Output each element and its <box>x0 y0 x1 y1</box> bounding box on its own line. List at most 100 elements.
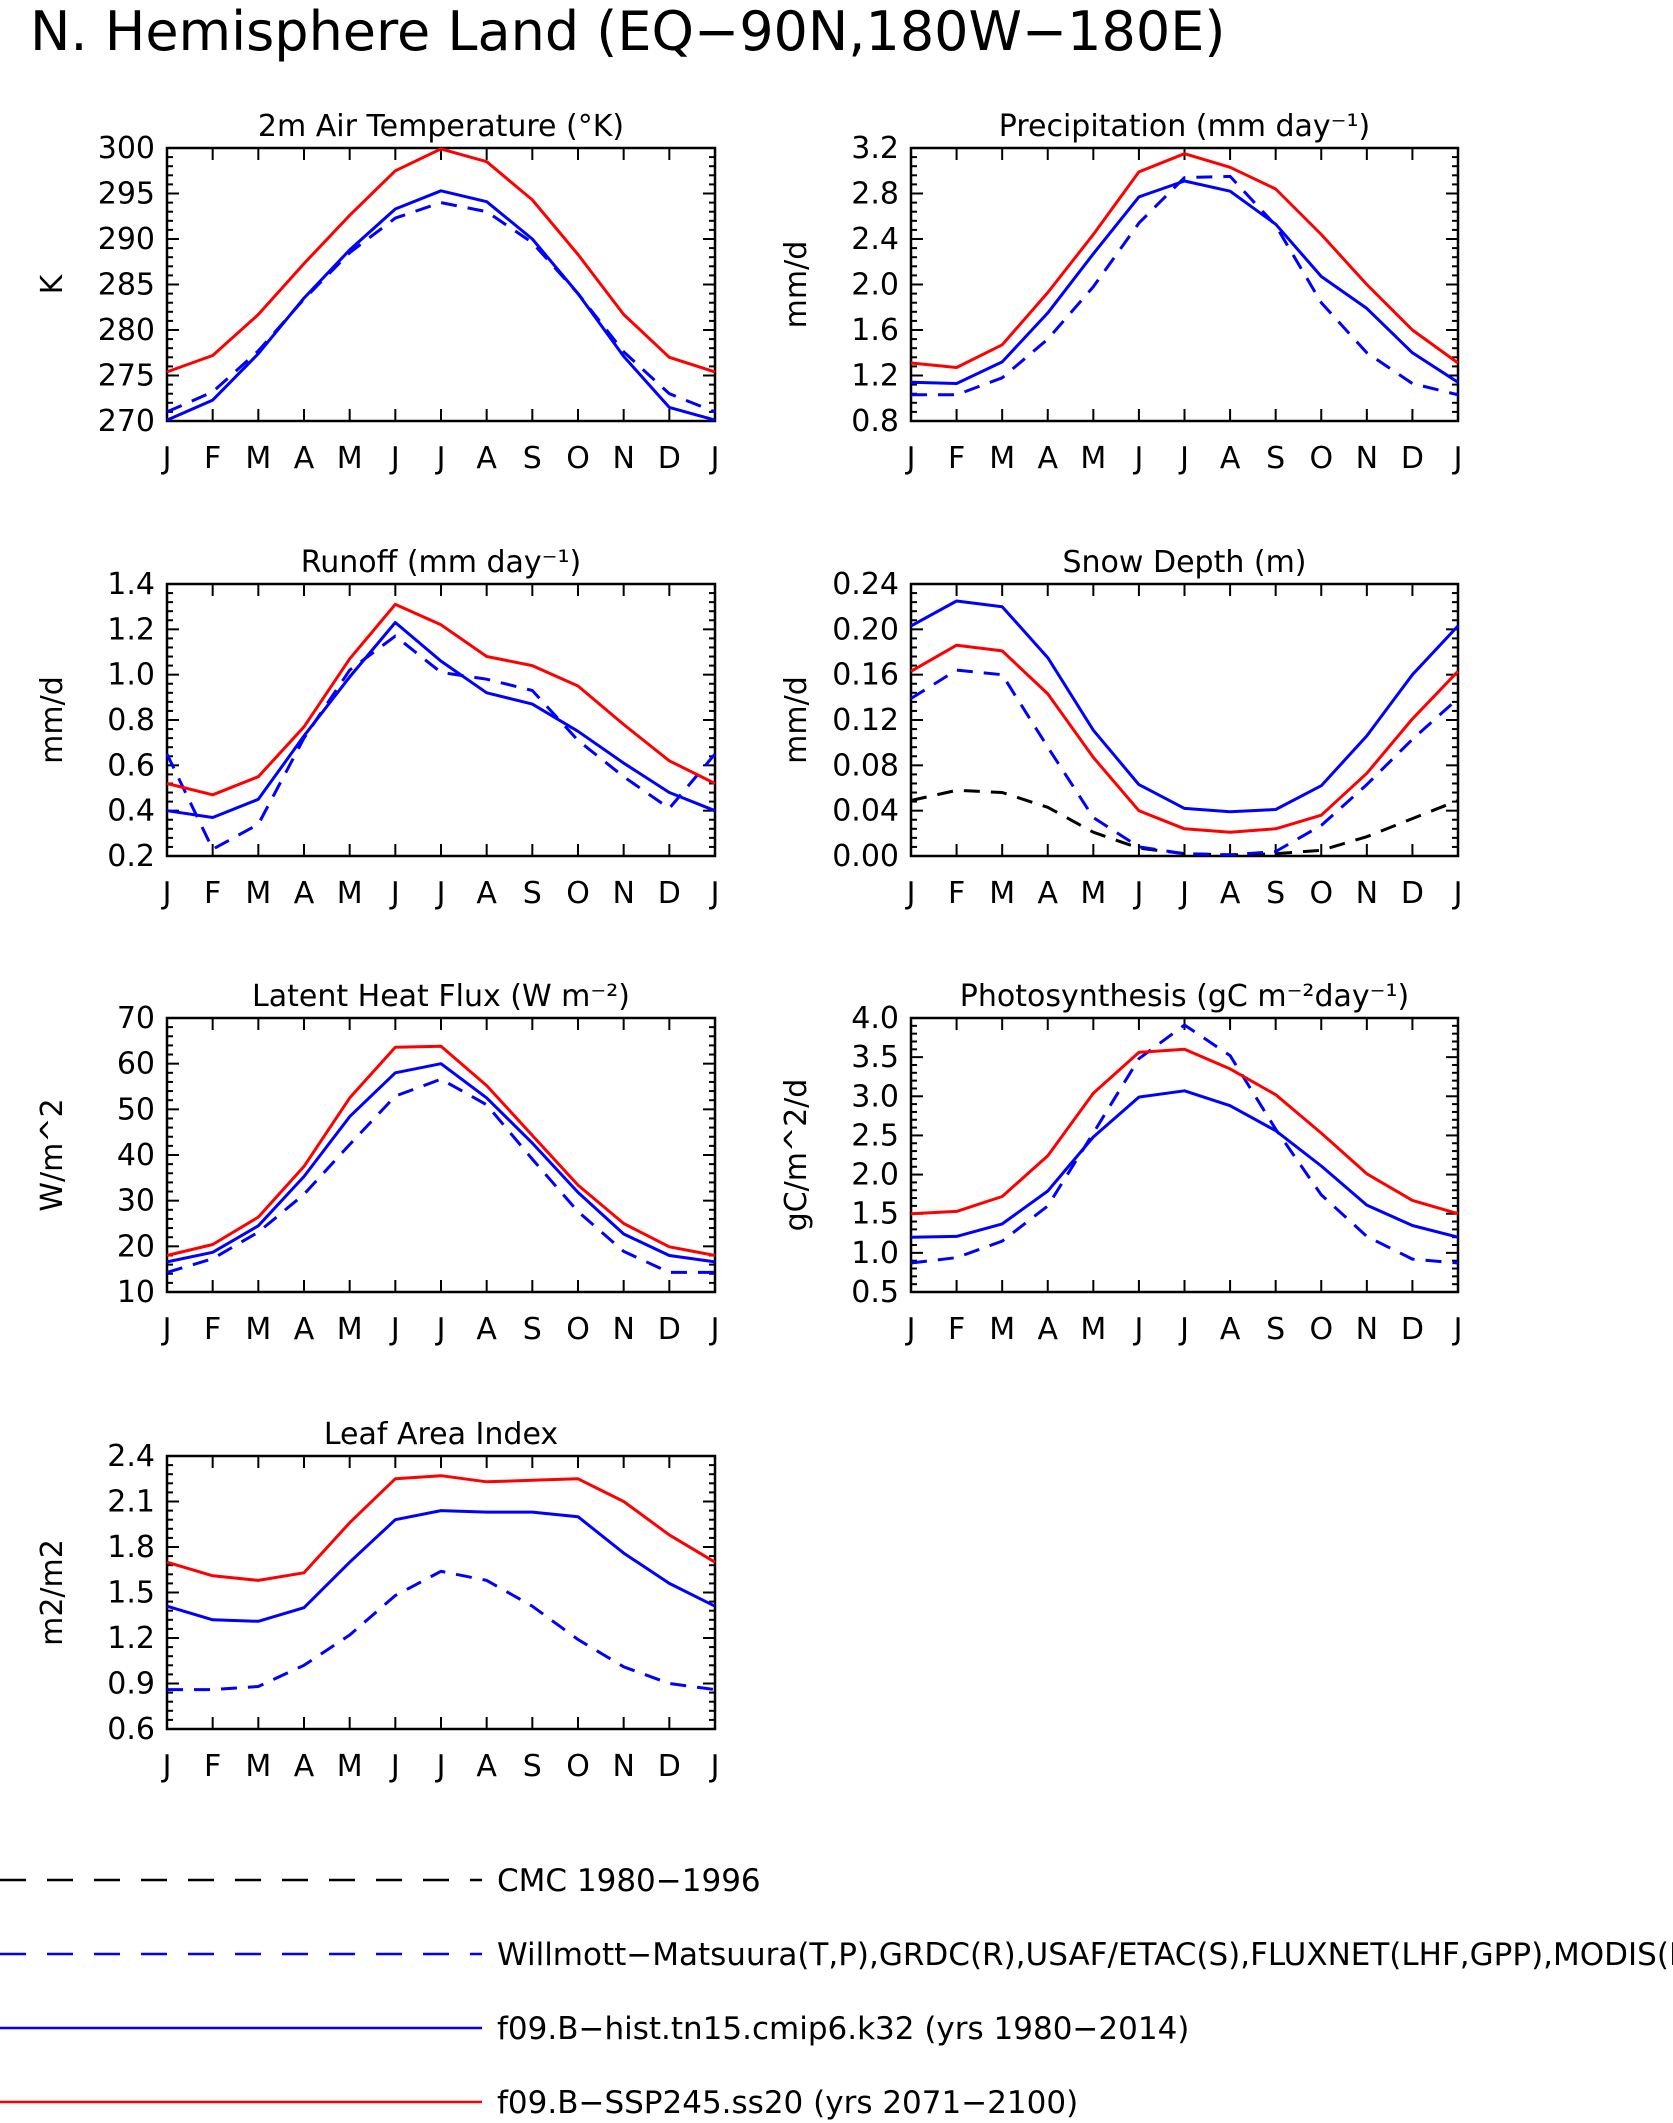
y-tick-label: 70 <box>117 1001 155 1036</box>
x-tick-label: J <box>389 1749 400 1784</box>
x-tick-label: J <box>905 441 916 476</box>
y-tick-label: 270 <box>98 404 155 439</box>
y-tick-label: 1.2 <box>107 612 155 647</box>
y-tick-label: 0.24 <box>832 567 899 602</box>
panel-title: Precipitation (mm day⁻¹) <box>999 109 1370 144</box>
y-tick-label: 300 <box>98 131 155 166</box>
y-tick-label: 1.6 <box>851 313 899 348</box>
legend-label: CMC 1980−1996 <box>497 1863 761 1899</box>
x-tick-label: D <box>1401 441 1424 476</box>
x-tick-label: F <box>948 441 965 476</box>
series-line <box>166 1474 716 1582</box>
x-tick-label: M <box>989 876 1015 911</box>
x-tick-label: J <box>709 441 720 476</box>
chart-panel: Snow Depth (m) mm/d 0.00 0.04 0.08 0.12 0.16 0.… <box>779 545 1462 911</box>
x-tick-label: O <box>566 441 590 476</box>
y-tick-label: 3.0 <box>851 1079 899 1114</box>
plot-frame <box>165 1016 717 1294</box>
x-tick-label: M <box>337 441 363 476</box>
series-line <box>910 179 1459 385</box>
x-tick-label: S <box>1266 1312 1285 1347</box>
legend: CMC 1980−1996 Willmott−Matsuura(T,P),GRDC… <box>0 1863 1673 2121</box>
x-tick-label: N <box>1356 876 1378 911</box>
x-tick-label: D <box>658 876 681 911</box>
series-line <box>166 1509 716 1623</box>
x-tick-label: A <box>476 441 497 476</box>
x-tick-label: A <box>294 1749 315 1784</box>
y-axis-label: W/m^2 <box>35 1098 70 1211</box>
series-line <box>910 599 1460 814</box>
x-tick-label: N <box>612 1749 634 1784</box>
x-tick-label: S <box>523 876 542 911</box>
y-tick-label: 285 <box>98 268 155 303</box>
x-tick-label: J <box>161 1312 172 1347</box>
x-tick-label: M <box>989 1312 1015 1347</box>
x-tick-label: J <box>1132 441 1143 476</box>
panel-title: Leaf Area Index <box>324 1417 558 1452</box>
x-tick-label: M <box>989 441 1015 476</box>
panel-title: Latent Heat Flux (W m⁻²) <box>252 979 630 1014</box>
page-title: N. Hemisphere Land (EQ−90N,180W−180E) <box>30 0 1225 63</box>
y-axis-label: m2/m2 <box>35 1539 70 1646</box>
x-tick-label: J <box>389 441 400 476</box>
series-line <box>166 147 716 374</box>
x-tick-label: M <box>1080 1312 1106 1347</box>
y-tick-label: 0.8 <box>107 703 155 738</box>
x-tick-label: A <box>1037 1312 1058 1347</box>
y-tick-label: 295 <box>98 177 155 212</box>
y-tick-label: 20 <box>117 1229 155 1264</box>
y-tick-label: 0.6 <box>107 748 155 783</box>
y-tick-label: 50 <box>117 1092 155 1127</box>
legend-label: f09.B−SSP245.ss20 (yrs 2071−2100) <box>497 2085 1078 2121</box>
x-tick-label: J <box>389 1312 400 1347</box>
x-tick-label: M <box>1080 876 1106 911</box>
x-tick-label: D <box>658 1312 681 1347</box>
x-tick-label: O <box>1309 1312 1333 1347</box>
y-tick-label: 275 <box>98 359 155 394</box>
x-tick-label: J <box>435 441 446 476</box>
x-tick-label: D <box>658 1749 681 1784</box>
x-tick-label: D <box>1401 1312 1424 1347</box>
y-tick-label: 10 <box>117 1275 155 1310</box>
x-tick-label: M <box>337 1749 363 1784</box>
x-tick-label: J <box>389 876 400 911</box>
x-tick-label: J <box>905 1312 916 1347</box>
x-tick-label: A <box>294 876 315 911</box>
legend-label: f09.B−hist.tn15.cmip6.k32 (yrs 1980−2014… <box>497 2011 1189 2047</box>
y-tick-label: 0.4 <box>107 794 155 829</box>
chart-panel: Precipitation (mm day⁻¹) mm/d 0.8 1.2 1.6 2.0… <box>779 109 1462 476</box>
y-tick-label: 3.5 <box>851 1040 899 1075</box>
series-line <box>166 1077 715 1274</box>
x-tick-label: N <box>1356 1312 1378 1347</box>
y-tick-label: 0.04 <box>832 794 899 829</box>
x-tick-label: J <box>435 876 446 911</box>
x-tick-label: J <box>161 876 172 911</box>
x-tick-label: M <box>1080 441 1106 476</box>
y-tick-label: 0.08 <box>832 748 899 783</box>
x-tick-label: D <box>1401 876 1424 911</box>
y-tick-label: 1.8 <box>107 1530 155 1565</box>
chart-panel: Runoff (mm day⁻¹) mm/d 0.2 0.4 0.6 0.8 1.0 1.2 1… <box>35 545 719 911</box>
x-tick-label: S <box>523 1312 542 1347</box>
series-line <box>165 634 717 851</box>
x-tick-label: F <box>948 876 965 911</box>
y-tick-label: 0.12 <box>832 703 899 738</box>
series-line <box>166 189 716 422</box>
y-tick-label: 0.16 <box>832 658 899 693</box>
series-line <box>910 668 1460 857</box>
series-line <box>167 1569 716 1692</box>
x-tick-label: N <box>612 876 634 911</box>
x-tick-label: D <box>658 441 681 476</box>
y-tick-label: 290 <box>98 222 155 257</box>
panel-title: Photosynthesis (gC m⁻²day⁻¹) <box>960 979 1409 1014</box>
x-tick-label: J <box>1452 876 1463 911</box>
panel-title: Runoff (mm day⁻¹) <box>301 545 582 580</box>
legend-label: Willmott−Matsuura(T,P),GRDC(R),USAF/ETAC… <box>497 1937 1673 1973</box>
x-tick-label: S <box>1266 441 1285 476</box>
x-tick-label: A <box>1037 441 1058 476</box>
x-tick-label: J <box>1132 876 1143 911</box>
x-tick-label: J <box>1178 1312 1189 1347</box>
y-tick-label: 60 <box>117 1047 155 1082</box>
x-tick-label: O <box>566 1749 590 1784</box>
